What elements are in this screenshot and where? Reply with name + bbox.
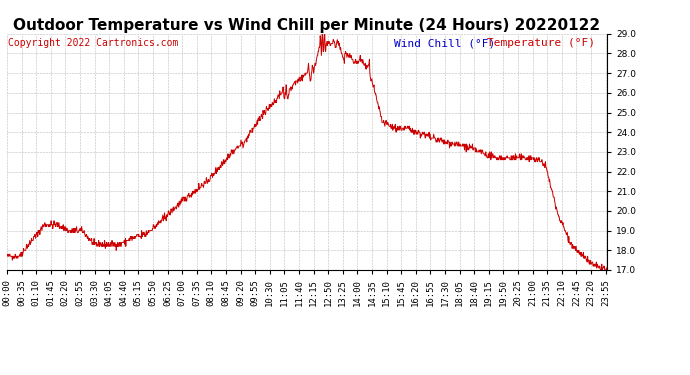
Text: Wind Chill (°F): Wind Chill (°F)	[394, 39, 495, 48]
Title: Outdoor Temperature vs Wind Chill per Minute (24 Hours) 20220122: Outdoor Temperature vs Wind Chill per Mi…	[14, 18, 600, 33]
Text: Copyright 2022 Cartronics.com: Copyright 2022 Cartronics.com	[8, 39, 178, 48]
Text: Temperature (°F): Temperature (°F)	[487, 39, 595, 48]
